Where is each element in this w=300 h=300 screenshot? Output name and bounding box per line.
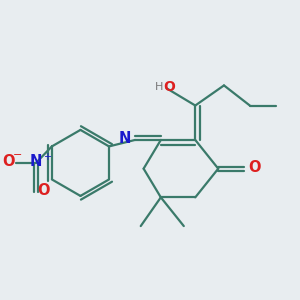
Text: O: O [164, 80, 175, 94]
Text: N: N [30, 154, 42, 169]
Text: O: O [2, 154, 14, 169]
Text: O: O [248, 160, 261, 175]
Text: N: N [118, 131, 131, 146]
Text: −: − [13, 150, 22, 160]
Text: H: H [155, 82, 164, 92]
Text: +: + [43, 152, 51, 162]
Text: O: O [38, 183, 50, 198]
